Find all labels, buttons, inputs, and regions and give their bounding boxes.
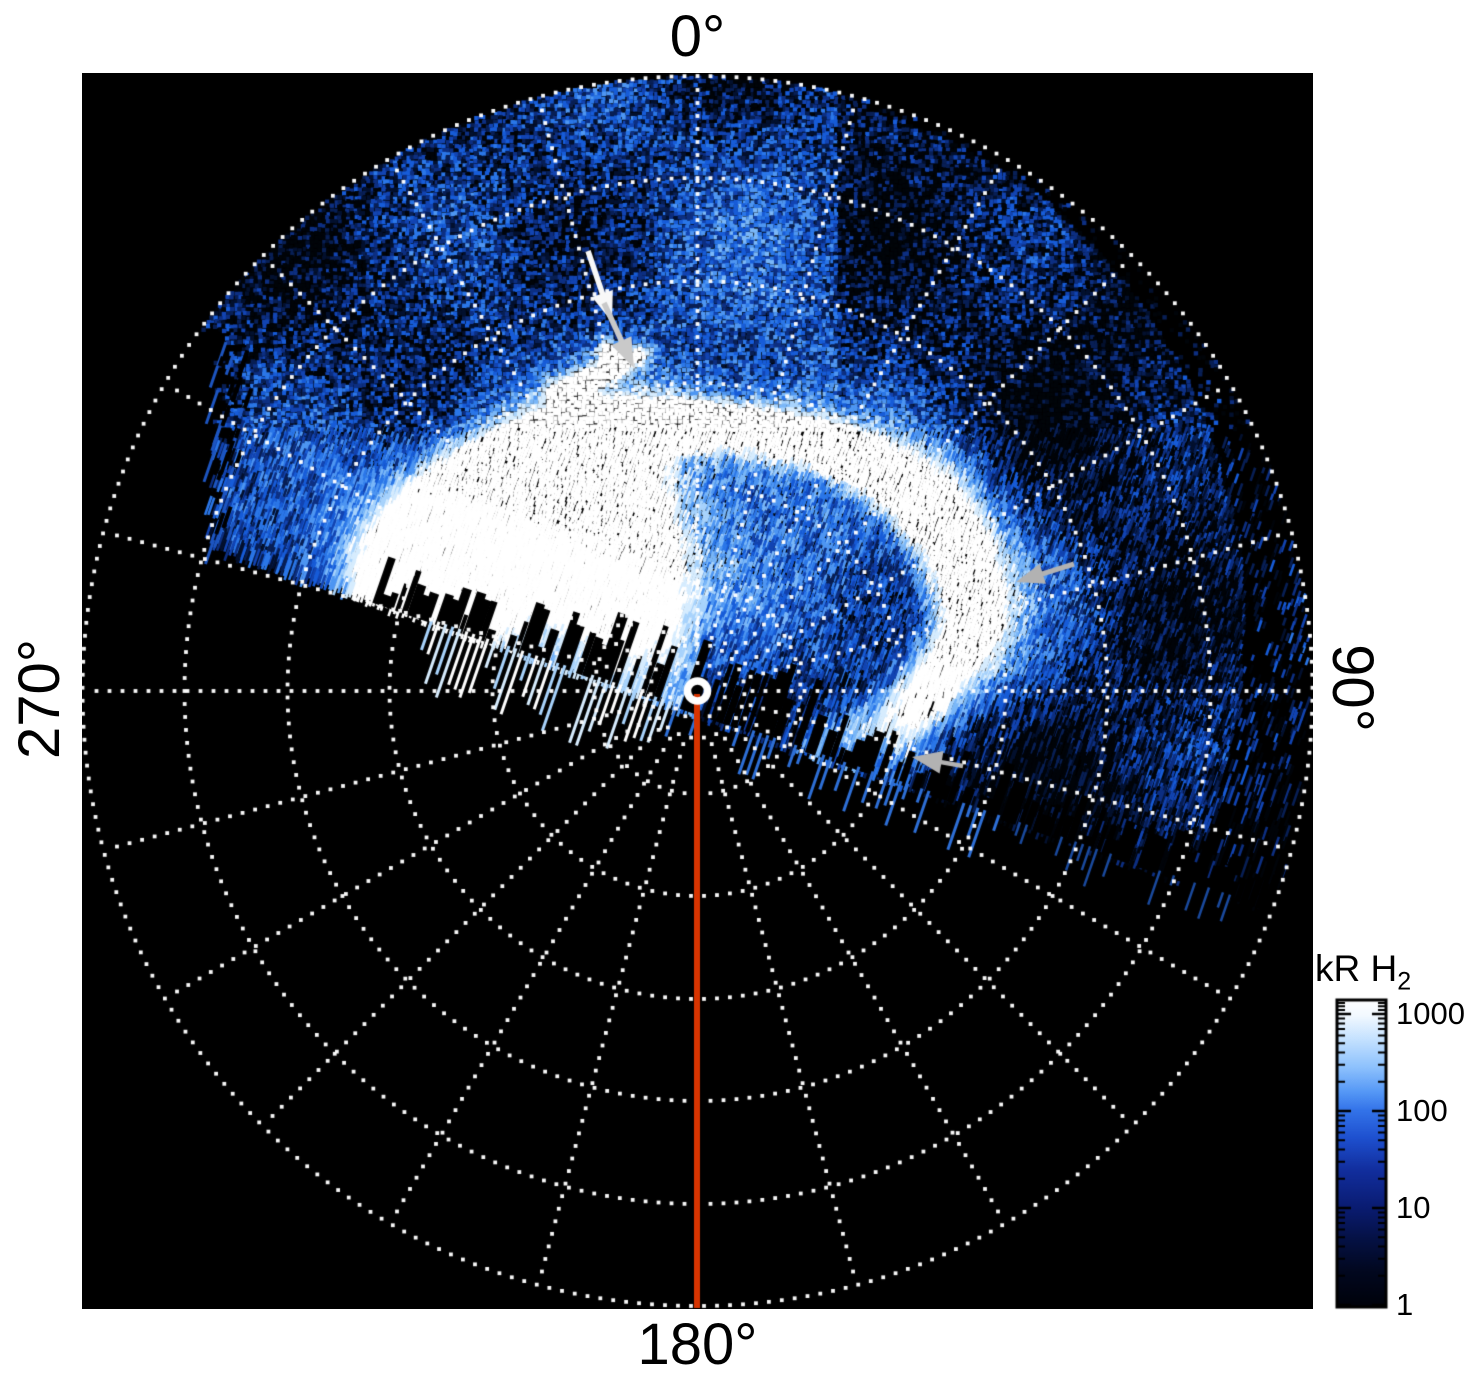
colorbar-tick-label: 100: [1396, 1093, 1448, 1128]
angle-label-90: 90°: [1320, 644, 1385, 732]
colorbar-title: kR H2: [1315, 948, 1411, 996]
colorbar-tick-label: 10: [1396, 1190, 1431, 1225]
aurora-polar-image: [82, 73, 1313, 1309]
angle-label-180: 180°: [637, 1312, 758, 1377]
angle-label-270: 270°: [7, 639, 72, 759]
colorbar-title-text: kR H: [1315, 948, 1398, 989]
angle-label-0: 0°: [669, 4, 726, 69]
colorbar-tick-label: 1000: [1396, 996, 1465, 1031]
colorbar-tick-label: 1: [1396, 1287, 1414, 1322]
colorbar: [1334, 995, 1396, 1317]
colorbar-title-subscript: 2: [1397, 967, 1412, 996]
